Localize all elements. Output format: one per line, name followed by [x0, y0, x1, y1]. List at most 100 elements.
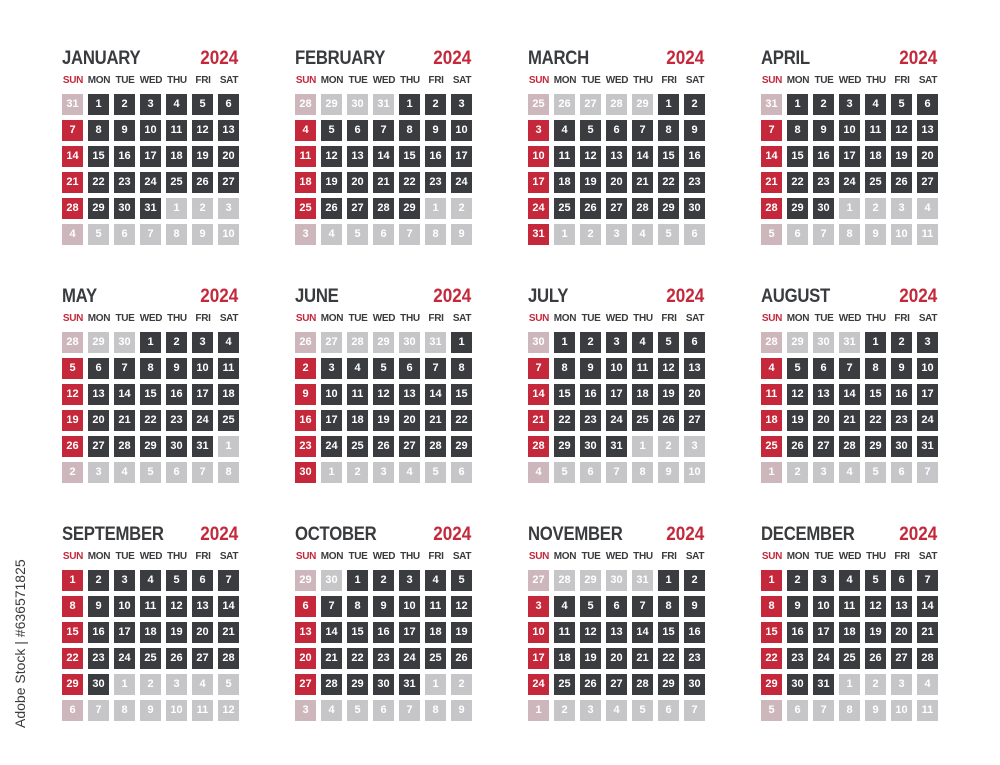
day-cell: 13: [347, 146, 368, 167]
day-cell: 7: [425, 358, 446, 379]
day-cell: 15: [554, 384, 575, 405]
day-cell: 10: [140, 120, 161, 141]
day-cell: 22: [88, 172, 109, 193]
weekday-label: SAT: [685, 75, 705, 86]
day-cell: 24: [114, 648, 135, 669]
weekday-label: WED: [372, 313, 396, 324]
adjacent-month-day-cell: 11: [917, 700, 938, 721]
adjacent-month-day-cell: 3: [580, 700, 601, 721]
day-cell: 16: [580, 384, 601, 405]
day-cell: 27: [606, 674, 627, 695]
day-cell: 31: [813, 674, 834, 695]
day-cell: 27: [192, 648, 213, 669]
weekday-label: WED: [139, 75, 163, 86]
adjacent-month-day-cell: 1: [425, 198, 446, 219]
weekday-label: WED: [139, 313, 163, 324]
day-cell: 7: [321, 596, 342, 617]
weekday-label: TUE: [115, 313, 135, 324]
day-cell: 17: [114, 622, 135, 643]
adjacent-month-day-cell: 6: [891, 462, 912, 483]
weekday-label: SUN: [761, 75, 783, 86]
adjacent-month-day-cell: 3: [295, 224, 316, 245]
day-cell: 15: [787, 146, 808, 167]
month-year: 2024: [665, 286, 704, 307]
day-cell: 22: [658, 648, 679, 669]
day-cell: 16: [787, 622, 808, 643]
day-cell: 18: [425, 622, 446, 643]
adjacent-month-day-cell: 3: [891, 198, 912, 219]
day-cell: 9: [114, 120, 135, 141]
day-cell: 5: [166, 570, 187, 591]
adjacent-month-day-cell: 1: [166, 198, 187, 219]
day-cell: 23: [88, 648, 109, 669]
day-cell: 10: [813, 596, 834, 617]
day-cell: 23: [787, 648, 808, 669]
day-cell: 20: [813, 410, 834, 431]
day-cell: 13: [606, 622, 627, 643]
day-cell: 16: [813, 146, 834, 167]
day-cell: 15: [658, 146, 679, 167]
adjacent-month-day-cell: 12: [218, 700, 239, 721]
month-header: MARCH 2024: [528, 48, 706, 72]
weekday-label: FRI: [894, 75, 910, 86]
adjacent-month-day-cell: 26: [295, 332, 316, 353]
day-cell: 11: [295, 146, 316, 167]
day-cells: 30 1 2 3 4 5 6 7 8 9 10 11 12 13 14 15 16 17 18 19 20 21 22 23 2…: [528, 332, 710, 488]
day-cell: 10: [451, 120, 472, 141]
day-cell: 31: [917, 436, 938, 457]
weekday-label: MON: [87, 75, 111, 86]
adjacent-month-day-cell: 6: [451, 462, 472, 483]
adjacent-month-day-cell: 3: [295, 700, 316, 721]
weekday-label: FRI: [661, 551, 677, 562]
adjacent-month-day-cell: 2: [62, 462, 83, 483]
month-header: OCTOBER 2024: [295, 524, 473, 548]
day-cell: 8: [347, 596, 368, 617]
day-cell: 12: [373, 384, 394, 405]
day-cell: 20: [891, 622, 912, 643]
day-cell: 27: [891, 648, 912, 669]
day-cell: 21: [761, 172, 782, 193]
day-cell: 31: [140, 198, 161, 219]
day-cell: 24: [140, 172, 161, 193]
day-cell: 17: [917, 384, 938, 405]
day-cell: 7: [632, 596, 653, 617]
day-cell: 28: [218, 648, 239, 669]
month-year: 2024: [432, 524, 471, 545]
adjacent-month-day-cell: 7: [88, 700, 109, 721]
weekday-label: SUN: [528, 313, 550, 324]
weekday-header-row: SUN MON TUE WED THU FRI SAT: [295, 75, 477, 89]
day-cell: 5: [321, 120, 342, 141]
adjacent-month-day-cell: 9: [865, 700, 886, 721]
day-cell: 24: [451, 172, 472, 193]
adjacent-month-day-cell: 27: [321, 332, 342, 353]
adjacent-month-day-cell: 5: [140, 462, 161, 483]
adjacent-month-day-cell: 1: [554, 224, 575, 245]
weekday-label: MON: [553, 313, 577, 324]
day-cell: 26: [580, 674, 601, 695]
adjacent-month-day-cell: 4: [917, 198, 938, 219]
day-cell: 30: [295, 462, 316, 483]
day-cell: 28: [373, 198, 394, 219]
day-cell: 5: [865, 570, 886, 591]
day-cell: 18: [166, 146, 187, 167]
day-cell: 12: [62, 384, 83, 405]
adjacent-month-day-cell: 4: [917, 674, 938, 695]
day-cell: 7: [632, 120, 653, 141]
day-cell: 3: [606, 332, 627, 353]
adjacent-month-day-cell: 3: [813, 462, 834, 483]
day-cell: 27: [88, 436, 109, 457]
day-cell: 19: [62, 410, 83, 431]
weekday-label: MON: [320, 313, 344, 324]
day-cell: 24: [813, 648, 834, 669]
day-cell: 18: [865, 146, 886, 167]
day-cell: 2: [580, 332, 601, 353]
day-cells: 28 29 30 31 1 2 3 4 5 6 7 8 9 10 11 12 13 14 15 16 17 18 19 20 2…: [295, 94, 477, 250]
day-cell: 23: [684, 648, 705, 669]
month-header: JANUARY 2024: [62, 48, 240, 72]
day-cell: 4: [166, 94, 187, 115]
day-cell: 16: [684, 622, 705, 643]
month-november: NOVEMBER 2024 SUN MON TUE WED THU FRI SAT 27 28 29 3…: [528, 524, 708, 724]
month-header: APRIL 2024: [761, 48, 939, 72]
adjacent-month-day-cell: 5: [761, 224, 782, 245]
day-cell: 21: [321, 648, 342, 669]
